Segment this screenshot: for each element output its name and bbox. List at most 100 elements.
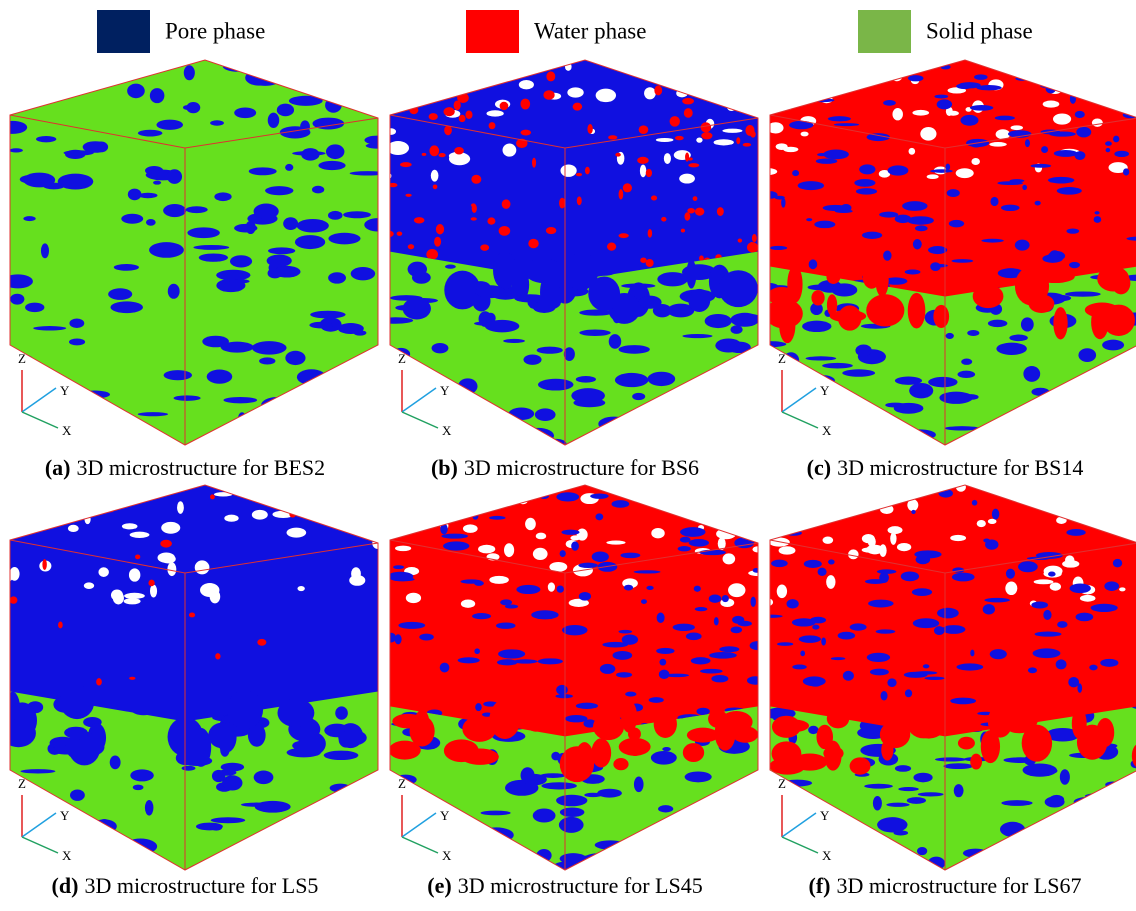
- drip: [489, 700, 520, 739]
- speck: [701, 132, 712, 139]
- pore-blob: [1038, 76, 1046, 84]
- white-gap: [890, 532, 896, 544]
- white-gap: [489, 576, 509, 584]
- pore-blob: [598, 417, 629, 432]
- pore-blob: [337, 410, 355, 418]
- pore-blob: [1102, 340, 1124, 351]
- pore-blob: [402, 90, 422, 105]
- panel: ZYX: [372, 475, 771, 877]
- speck: [745, 125, 754, 136]
- speck: [686, 491, 701, 495]
- pore-blob: [310, 311, 345, 319]
- pore-blob: [377, 839, 395, 852]
- speck: [759, 550, 764, 554]
- pore-blob: [1067, 416, 1079, 428]
- pore-blob: [1042, 418, 1068, 433]
- speck: [96, 678, 102, 685]
- pore-blob: [292, 151, 325, 156]
- white-gap: [1092, 119, 1103, 127]
- speck: [912, 588, 932, 596]
- pore-blob: [1058, 411, 1074, 418]
- pore-blob: [324, 810, 343, 822]
- speck: [717, 207, 724, 216]
- pore-blob: [60, 503, 88, 514]
- drip: [523, 704, 548, 732]
- speck: [638, 488, 645, 494]
- speck: [1001, 205, 1020, 211]
- speck: [10, 596, 18, 603]
- pore-blob: [1045, 797, 1065, 808]
- drip: [1091, 305, 1109, 339]
- drip: [476, 285, 506, 298]
- pore-blob: [255, 344, 280, 349]
- speck: [828, 116, 851, 121]
- speck: [595, 513, 603, 520]
- pore-blob: [895, 765, 911, 772]
- pore-blob: [402, 846, 420, 852]
- drip: [850, 757, 871, 774]
- pore-blob: [898, 787, 918, 791]
- white-gap: [1073, 482, 1079, 493]
- axis-label: X: [822, 423, 832, 438]
- speck: [1035, 201, 1041, 206]
- pore-blob: [609, 334, 621, 349]
- speck: [500, 102, 509, 110]
- axis-y: [22, 813, 56, 837]
- speck: [622, 634, 638, 644]
- speck: [1114, 151, 1129, 157]
- pore-blob: [935, 757, 966, 761]
- speck: [760, 615, 783, 618]
- pore-blob: [765, 394, 792, 404]
- panel: ZYX: [0, 475, 385, 876]
- white-gap: [892, 108, 902, 120]
- speck: [426, 249, 438, 260]
- speck: [685, 152, 689, 161]
- axis-label: Z: [18, 351, 26, 366]
- white-gap: [679, 174, 695, 184]
- white-gap: [560, 164, 576, 176]
- speck: [888, 165, 909, 175]
- speck: [905, 269, 921, 274]
- white-gap: [478, 545, 495, 554]
- speck: [902, 201, 927, 211]
- speck: [669, 499, 680, 508]
- pore-blob: [196, 823, 223, 831]
- axis-x: [22, 837, 58, 853]
- pore-blob: [108, 288, 132, 300]
- pore-blob: [1109, 56, 1118, 67]
- white-gap: [801, 132, 809, 137]
- pore-blob: [786, 804, 794, 818]
- white-gap: [744, 69, 760, 79]
- speck: [911, 510, 915, 514]
- pore-blob: [808, 285, 834, 291]
- pore-blob: [809, 495, 833, 510]
- speck: [862, 232, 882, 239]
- speck: [1074, 151, 1085, 160]
- pore-blob: [502, 432, 531, 447]
- white-gap: [1043, 101, 1060, 108]
- pore-blob: [25, 303, 44, 312]
- white-gap: [85, 514, 91, 524]
- speck: [804, 560, 822, 568]
- speck: [359, 487, 371, 495]
- pore-blob: [110, 301, 142, 313]
- drip: [686, 260, 696, 289]
- white-gap: [815, 503, 836, 513]
- white-gap: [640, 165, 646, 178]
- panel-text: 3D microstructure for BS6: [464, 455, 699, 480]
- axis-x: [782, 837, 818, 853]
- pore-blob: [533, 809, 556, 823]
- pore-blob: [392, 516, 416, 530]
- panel-tag: (c): [807, 455, 831, 480]
- speck: [788, 86, 804, 89]
- pore-blob: [830, 842, 854, 849]
- speck: [656, 648, 674, 654]
- pore-blob: [0, 746, 8, 755]
- pore-blob: [913, 773, 932, 783]
- pore-blob: [634, 777, 644, 793]
- drip: [1112, 272, 1131, 295]
- speck: [934, 626, 945, 635]
- speck: [619, 233, 629, 238]
- pore-blob: [537, 347, 563, 354]
- pore-blob: [485, 320, 519, 332]
